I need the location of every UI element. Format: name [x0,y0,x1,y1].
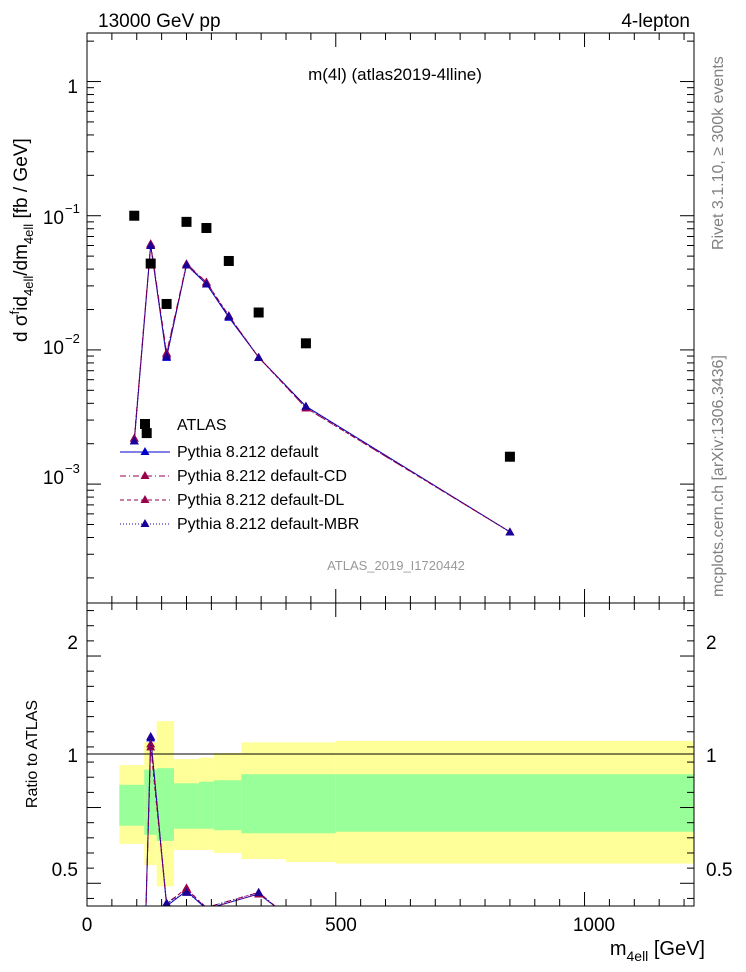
series-point [201,279,211,288]
legend: ATLAS Pythia 8.212 default Pythia 8.212 … [120,417,359,533]
main-ytick-exp: −2 [65,331,80,346]
ratio-bands [119,721,694,887]
main-ytick-label: 10 [43,468,64,489]
side-text-upper: Rivet 3.1.10, ≥ 300k events [710,56,727,250]
band-inner [119,784,145,826]
legend-marker-cd [140,471,150,479]
legend-marker-dl [140,495,150,503]
series-line [133,244,511,533]
atlas-point [504,451,515,462]
xtick-label: 500 [325,915,357,936]
atlas-point [201,223,212,234]
ratio-point [162,898,171,906]
xtick-label: 1000 [573,915,615,936]
band-inner [286,774,336,834]
atlas-point [161,298,172,309]
band-inner [174,783,199,829]
series-line [133,245,511,533]
ratio-point [146,731,156,740]
legend-marker-default [140,447,150,455]
main-ytick-label: 10 [43,338,64,359]
side-text-lower: mcplots.cern.ch [arXiv:1306.3436] [710,355,727,597]
ratio-panel: 0.5 1 2 0.5 1 2 Ratio to ATLAS 0 500 100… [24,602,732,964]
legend-label: Pythia 8.212 default-CD [177,468,347,485]
series-line [133,243,511,533]
series-point [301,401,311,410]
ratio-ytick-label: 0.5 [52,860,78,881]
main-ytick-exp: −3 [65,461,80,476]
ratio-ytick-label: 2 [67,633,78,654]
series-point [162,351,172,360]
ratio-point [182,883,192,892]
legend-label: ATLAS [177,417,227,434]
legend-label: Pythia 8.212 default [177,444,319,461]
ratio-ytick-label-right: 0.5 [706,860,732,881]
series-point [146,240,156,249]
band-inner [241,774,287,834]
main-ylabel: d σfid4ell/dm4ell [fb / GeV] [7,138,36,342]
watermark: ATLAS_2019_I1720442 [327,558,465,573]
main-ytick-exp: −1 [65,201,80,216]
header-right: 4-lepton [621,11,690,32]
ratio-series [145,731,276,906]
series-point [182,260,192,269]
xtick-label: 0 [82,915,93,936]
ratio-frame [86,602,695,907]
band-inner [144,769,157,835]
band-inner [213,780,242,831]
legend-marker-atlas [140,419,150,429]
xlabel: m4ell [GeV] [610,938,705,964]
series-line [133,245,511,533]
ratio-ytick-label-right: 1 [706,746,717,767]
atlas-point [141,428,152,439]
ratio-ticks [86,603,694,906]
band-inner [335,774,694,832]
main-ytick-label: 10 [43,208,64,229]
band-inner [156,768,175,841]
series-point [254,352,264,361]
atlas-point [181,216,192,227]
atlas-point [129,210,140,221]
ratio-point [146,742,156,751]
band-inner [198,781,214,829]
ratio-series-group [145,731,276,906]
series-point [224,311,234,320]
ratio-ylabel: Ratio to ATLAS [24,700,41,808]
atlas-point [253,307,264,318]
plot-title: m(4l) (atlas2019-4lline) [308,65,482,84]
legend-label: Pythia 8.212 default-MBR [177,516,359,533]
main-ytick-label: 1 [67,77,78,98]
ratio-point [182,887,192,896]
legend-label: Pythia 8.212 default-DL [177,492,344,509]
atlas-point [300,338,311,349]
ratio-ytick-label: 1 [67,746,78,767]
atlas-point [145,258,156,269]
series-point [505,527,515,536]
series-point [129,436,139,445]
header-left: 13000 GeV pp [98,11,221,32]
ratio-point [254,887,264,896]
main-panel: m(4l) (atlas2019-4lline) ATLAS_2019_I172… [7,32,695,604]
atlas-point [223,255,234,266]
legend-marker-mbr [140,519,150,527]
main-series [129,239,515,536]
atlas-points [129,210,515,462]
ratio-ytick-label-right: 2 [706,633,717,654]
